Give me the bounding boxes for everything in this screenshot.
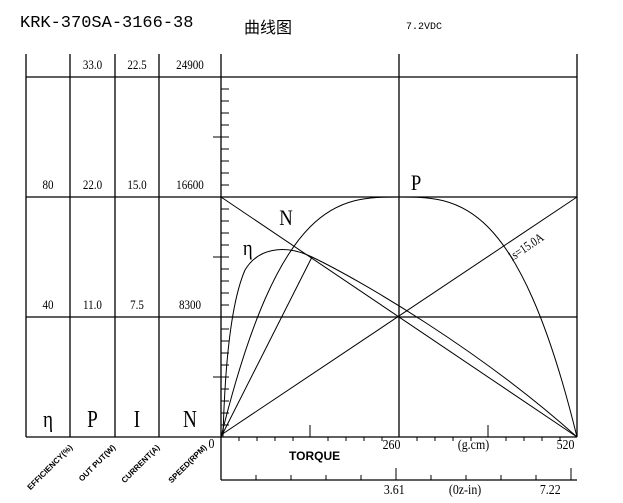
current-top: 22.5 bbox=[127, 57, 147, 72]
ozin-tick-361: 3.61 bbox=[383, 483, 405, 498]
torque-label: TORQUE bbox=[289, 449, 341, 463]
gcm-unit-label: (g.cm) bbox=[457, 438, 490, 453]
efficiency-low: 40 bbox=[42, 297, 54, 312]
output-top: 33.0 bbox=[82, 57, 103, 72]
speed-mid: 16600 bbox=[176, 177, 204, 192]
speed-curve-label: N bbox=[279, 205, 293, 230]
ozin-tick-722: 7.22 bbox=[539, 483, 561, 498]
power-curve bbox=[220, 196, 578, 438]
output-mid: 22.0 bbox=[82, 177, 103, 192]
voltage-label: 7.2VDC bbox=[406, 22, 443, 33]
gcm-tick-520: 520 bbox=[556, 438, 575, 453]
x-ozin-axis bbox=[220, 437, 577, 481]
efficiency-curve-label: η bbox=[242, 235, 253, 260]
speed-curve bbox=[220, 196, 578, 438]
current-inner-line bbox=[220, 256, 313, 438]
gcm-tick-260: 260 bbox=[382, 438, 401, 453]
model-title: KRK-370SA-3166-38 bbox=[20, 14, 194, 33]
origin-label: 0 bbox=[208, 437, 215, 452]
speed-symbol: N bbox=[183, 407, 197, 433]
efficiency-symbol: η bbox=[42, 407, 54, 433]
output-low: 11.0 bbox=[83, 297, 102, 312]
output-symbol: P bbox=[87, 407, 98, 433]
y-minor-ticks bbox=[213, 88, 229, 426]
efficiency-curve bbox=[222, 249, 578, 438]
current-curve bbox=[220, 196, 578, 436]
speed-low: 8300 bbox=[178, 297, 202, 312]
chart-title: 曲线图 bbox=[244, 18, 293, 37]
power-curve-label: P bbox=[410, 170, 422, 195]
ozin-unit-label: (0z-in) bbox=[448, 483, 482, 498]
current-symbol: I bbox=[133, 407, 141, 433]
current-mid: 15.0 bbox=[127, 177, 147, 192]
current-low: 7.5 bbox=[130, 297, 144, 312]
efficiency-mid: 80 bbox=[42, 177, 54, 192]
x-ozin-ticks bbox=[255, 468, 572, 480]
speed-top: 24900 bbox=[176, 57, 204, 72]
